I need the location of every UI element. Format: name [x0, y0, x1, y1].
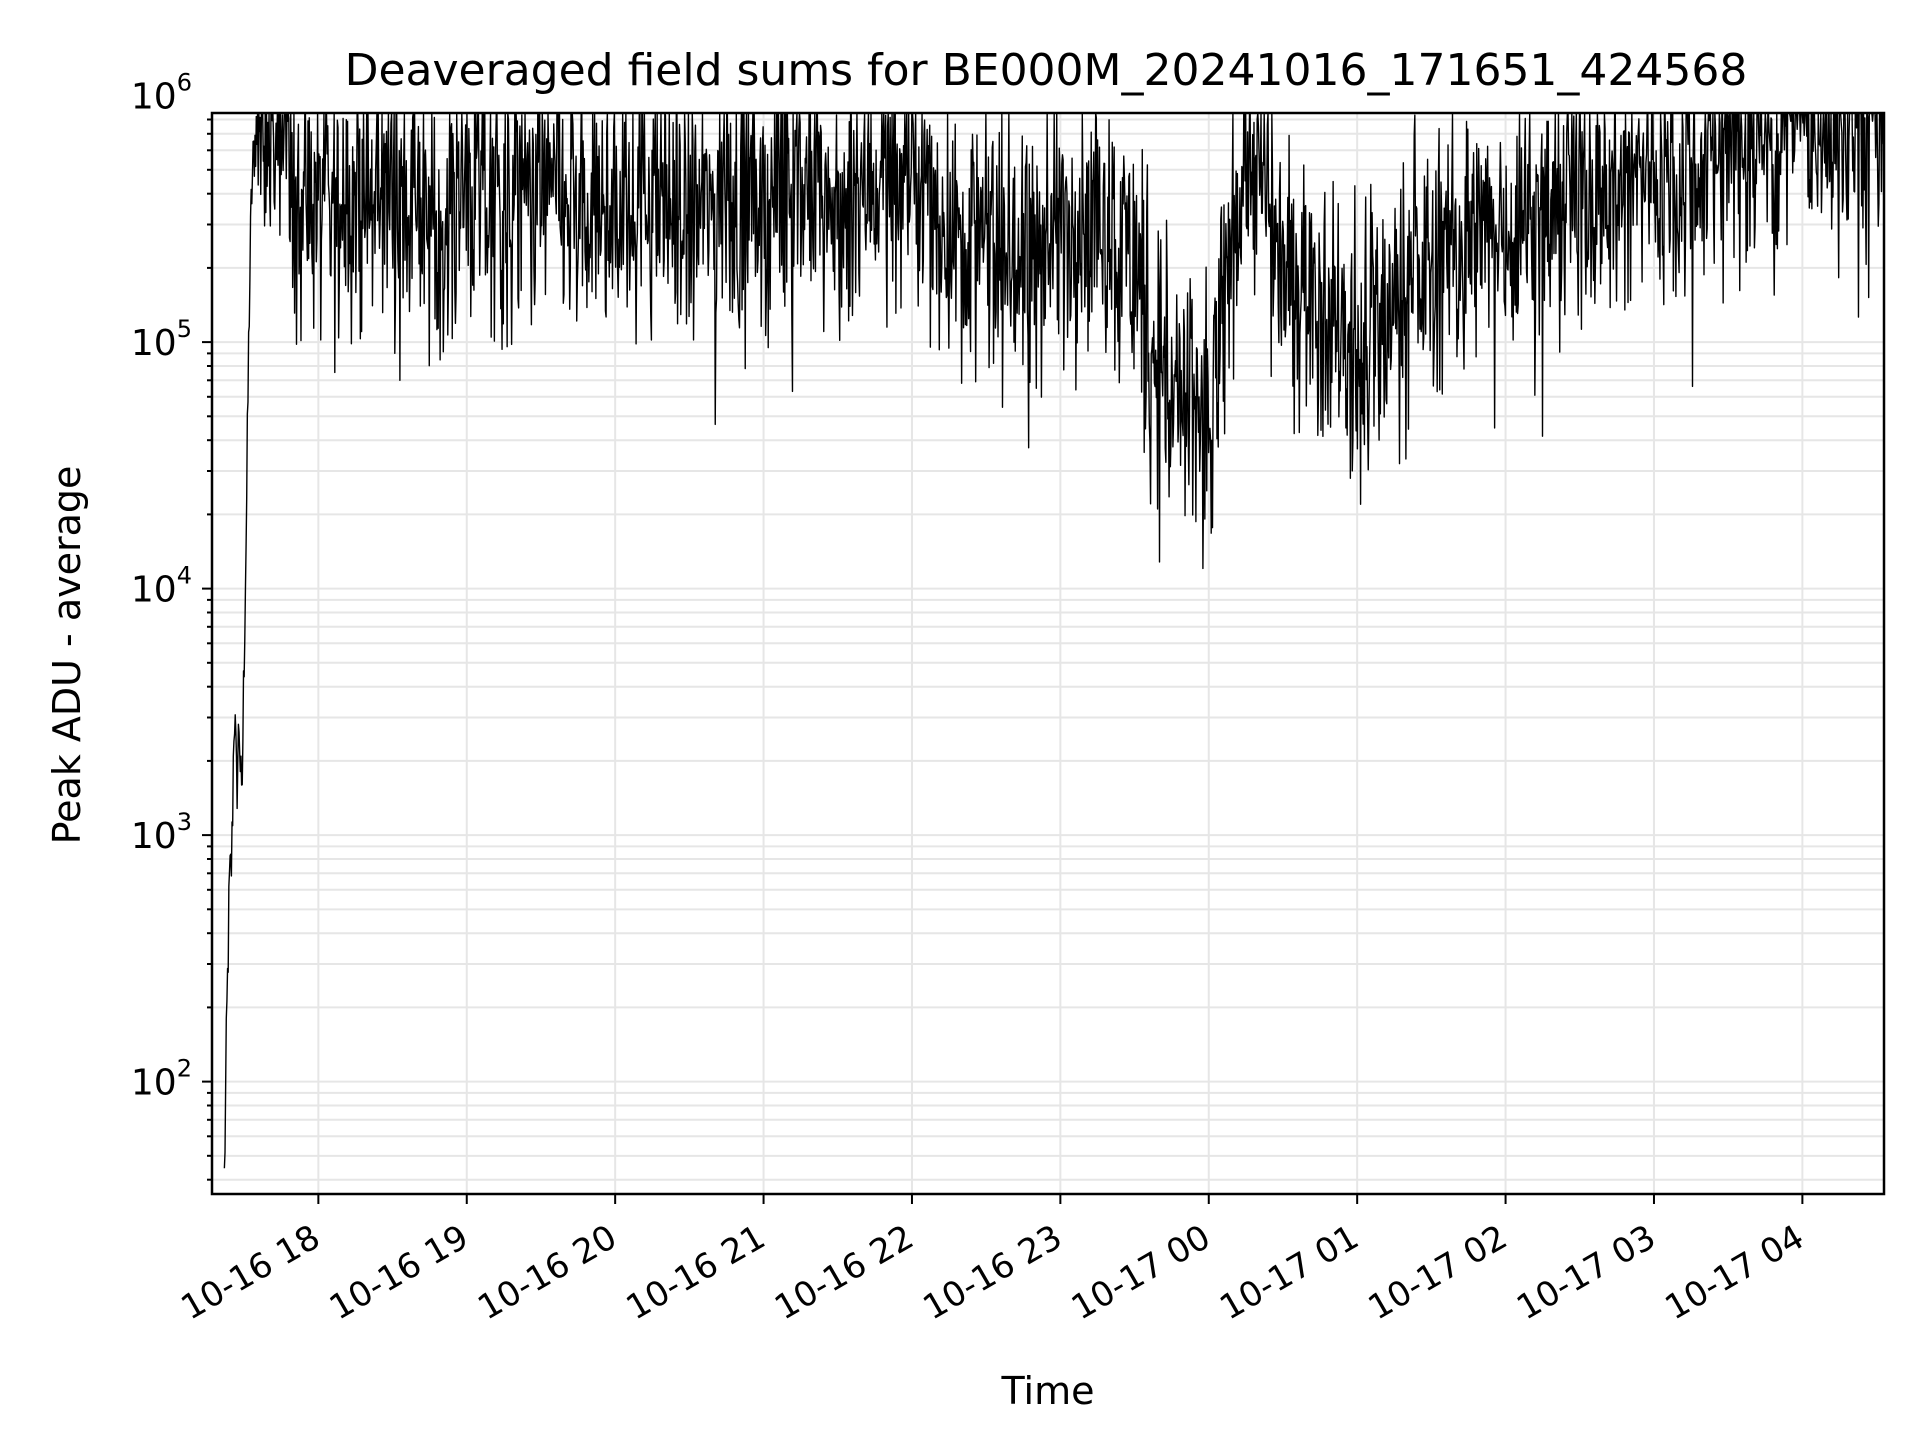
y-tick-base: 10 — [131, 1063, 177, 1104]
y-tick-exponent: 3 — [177, 808, 192, 836]
x-axis-label: Time — [1001, 1369, 1095, 1413]
y-tick-label: 104 — [131, 562, 192, 611]
y-axis-label: Peak ADU - average — [45, 466, 89, 845]
y-tick-base: 10 — [131, 570, 177, 611]
y-tick-base: 10 — [131, 77, 177, 118]
y-tick-label: 106 — [131, 69, 192, 118]
y-tick-exponent: 2 — [177, 1055, 192, 1083]
chart-title: Deaveraged field sums for BE000M_2024101… — [345, 45, 1748, 96]
y-tick-exponent: 4 — [177, 562, 192, 590]
y-tick-exponent: 6 — [177, 69, 192, 97]
y-tick-label: 102 — [131, 1055, 192, 1104]
y-tick-exponent: 5 — [177, 315, 192, 343]
y-tick-base: 10 — [131, 323, 177, 364]
y-tick-label: 105 — [131, 315, 192, 364]
y-tick-label: 103 — [131, 808, 192, 857]
plot-frame — [210, 111, 1886, 1196]
y-tick-base: 10 — [131, 816, 177, 857]
